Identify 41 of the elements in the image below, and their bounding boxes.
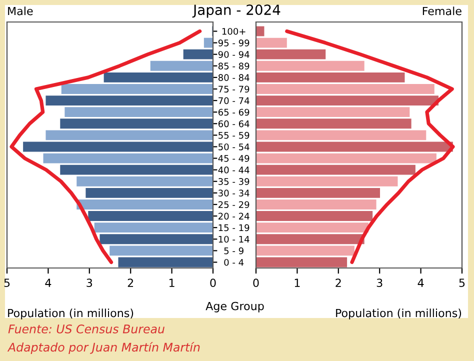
y-tick-label: 50 - 54 xyxy=(218,143,250,150)
y-tick-label: 15 - 19 xyxy=(218,224,250,232)
chart-title: Female xyxy=(422,6,462,16)
y-tick-label: 30 - 34 xyxy=(218,190,250,196)
y-tick-label: 95 - 99 xyxy=(218,40,250,46)
chart-title: Male xyxy=(8,6,33,16)
y-tick-label: 90 - 94 xyxy=(218,51,250,58)
y-tick-label: 55 - 59 xyxy=(218,132,250,139)
x-tick-label: 4 xyxy=(45,278,52,287)
y-tick-label: 100+ xyxy=(222,28,246,35)
x-tick-label: 1 xyxy=(294,278,300,287)
y-tick-label: 25 - 29 xyxy=(218,201,250,208)
y-tick-label: 40 - 44 xyxy=(218,166,250,174)
y-tick-label: 80 - 84 xyxy=(218,74,250,81)
x-tick-label: 5 xyxy=(459,278,465,288)
x-tick-label: 0 xyxy=(210,278,216,288)
y-tick-label: 65 - 69 xyxy=(218,108,250,116)
y-tick-label: 45 - 49 xyxy=(218,155,250,162)
x-axis-title: Population (in millions) xyxy=(8,308,134,320)
x-tick-label: 1 xyxy=(169,278,174,287)
y-axis-title: Age Group xyxy=(206,302,264,312)
y-tick-label: 0 - 4 xyxy=(224,258,244,266)
y-tick-label: 75 - 79 xyxy=(218,86,250,93)
source-note: Fuente: US Census Bureau xyxy=(8,324,164,334)
x-tick-label: 0 xyxy=(253,278,259,288)
x-tick-label: 3 xyxy=(86,278,92,288)
x-axis-title: Population (in millions) xyxy=(336,308,462,320)
x-tick-label: 5 xyxy=(4,278,10,288)
y-tick-label: 85 - 89 xyxy=(218,62,250,70)
x-tick-label: 2 xyxy=(128,278,134,287)
y-tick-label: 5 - 9 xyxy=(224,247,244,254)
y-tick-label: 20 - 24 xyxy=(218,212,250,220)
y-tick-label: 10 - 14 xyxy=(218,236,250,243)
x-tick-label: 4 xyxy=(418,278,424,287)
y-tick-label: 35 - 39 xyxy=(218,178,250,185)
text: Japan - 2024 xyxy=(192,4,280,18)
y-tick-label: 60 - 64 xyxy=(218,120,250,128)
x-tick-label: 3 xyxy=(376,278,382,288)
text: Adaptado por Juan Martín Martín xyxy=(7,342,200,354)
x-tick-label: 2 xyxy=(336,278,341,287)
y-tick-label: 70 - 74 xyxy=(218,97,250,104)
